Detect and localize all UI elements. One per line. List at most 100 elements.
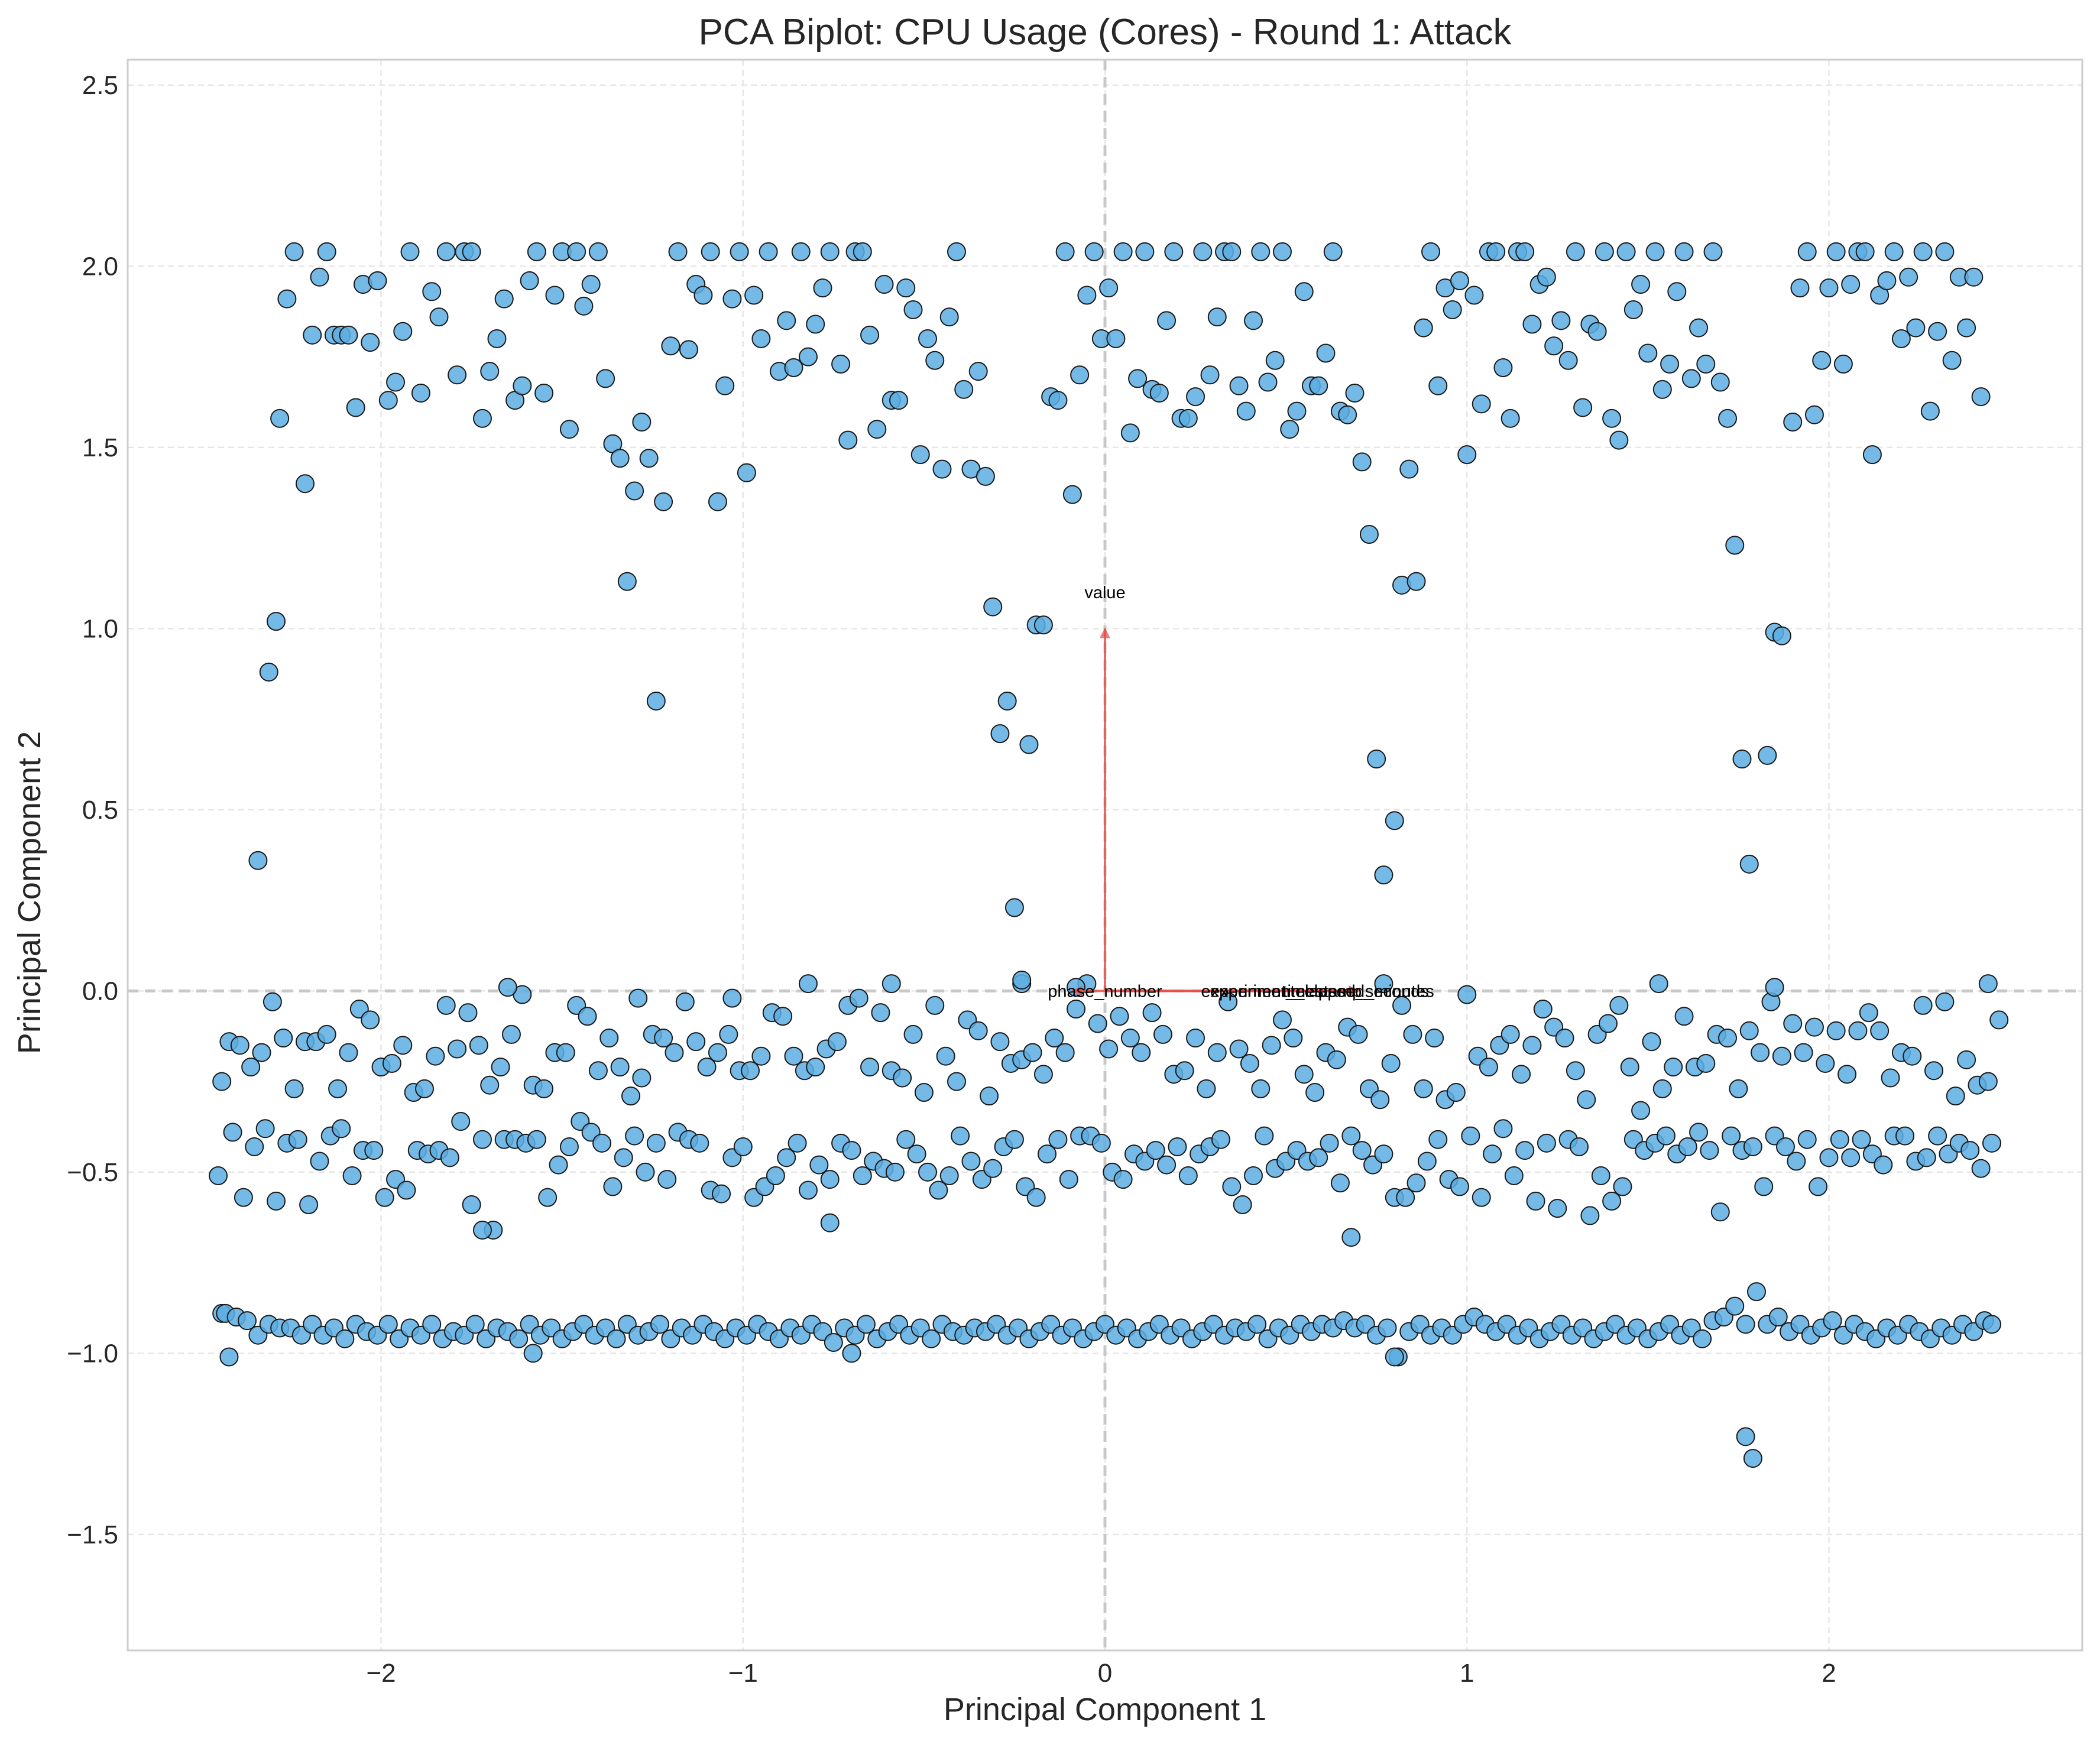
scatter-point (1251, 242, 1271, 261)
scatter-point (1033, 615, 1053, 635)
scatter-point (784, 1046, 803, 1066)
scatter-point (1457, 985, 1477, 1004)
scatter-point (1233, 1195, 1252, 1215)
scatter-point (1229, 376, 1249, 395)
scatter-point (472, 1220, 492, 1240)
scatter-point (614, 1148, 633, 1167)
scatter-point (636, 1162, 655, 1182)
scatter-point (831, 354, 851, 374)
scatter-point (1602, 1191, 1622, 1211)
scatter-point (853, 1166, 872, 1185)
scatter-point (1106, 329, 1126, 348)
scatter-point (1729, 1079, 1748, 1098)
scatter-point (1725, 536, 1745, 555)
scatter-point (914, 1083, 934, 1102)
scatter-point (1428, 1130, 1448, 1149)
scatter-point (968, 362, 988, 381)
scatter-point (1616, 242, 1636, 261)
scatter-point (1848, 1021, 1868, 1040)
scatter-point (1783, 1014, 1803, 1033)
scatter-point (675, 992, 695, 1011)
scatter-point (567, 242, 586, 261)
scatter-point (574, 296, 594, 316)
scatter-point (255, 1119, 275, 1139)
loading-label: value (1084, 583, 1125, 602)
scatter-point (1132, 1043, 1151, 1062)
scatter-point (299, 1195, 319, 1215)
scatter-point (1971, 387, 1991, 407)
scatter-point (1960, 1141, 1980, 1160)
scatter-point (1207, 1043, 1227, 1062)
scatter-point (1309, 1148, 1328, 1167)
scatter-point (639, 449, 659, 468)
scatter-point (1797, 1130, 1817, 1149)
scatter-point (1862, 445, 1882, 465)
scatter-point (1515, 1141, 1535, 1160)
scatter-point (1609, 430, 1629, 450)
scatter-point (1033, 1065, 1053, 1084)
scatter-point (1501, 1024, 1520, 1044)
scatter-point (777, 1148, 796, 1167)
scatter-point (1812, 351, 1832, 370)
scatter-point (842, 1344, 861, 1363)
scatter-point (1787, 1152, 1806, 1171)
scatter-point (1077, 286, 1097, 305)
scatter-point (1088, 1014, 1107, 1033)
scatter-point (1747, 1282, 1766, 1302)
scatter-point (1823, 1311, 1842, 1331)
scatter-point (1019, 735, 1039, 754)
scatter-point (983, 597, 1003, 617)
scatter-point (599, 1029, 619, 1048)
scatter-point (925, 995, 945, 1015)
scatter-point (947, 1072, 966, 1091)
scatter-point (277, 289, 297, 309)
scatter-point (690, 1133, 709, 1153)
scatter-point (1272, 242, 1292, 261)
scatter-point (1157, 1155, 1177, 1175)
scatter-point (1838, 1065, 1857, 1084)
scatter-point (426, 1046, 445, 1066)
scatter-point (1725, 1296, 1745, 1316)
scatter-point (1595, 242, 1614, 261)
scatter-point (1084, 242, 1104, 261)
scatter-point (1113, 1170, 1133, 1189)
scatter-point (932, 459, 952, 479)
scatter-point (1613, 1177, 1632, 1196)
scatter-point (1341, 1228, 1361, 1247)
scatter-point (1696, 1053, 1716, 1073)
scatter-point (1754, 1177, 1774, 1196)
scatter-point (1841, 1148, 1861, 1167)
scatter-point (903, 1024, 923, 1044)
scatter-point (588, 1061, 608, 1081)
scatter-point (1718, 408, 1738, 428)
scatter-point (1526, 1191, 1545, 1211)
scatter-point (1928, 1126, 1947, 1146)
scatter-point (1775, 1137, 1795, 1156)
scatter-point (1457, 445, 1477, 465)
scatter-point (1884, 242, 1904, 261)
scatter-point (1855, 242, 1875, 261)
scatter-point (1262, 1036, 1281, 1055)
scatter-point (889, 391, 909, 410)
scatter-point (737, 463, 756, 482)
scatter-point (1501, 408, 1520, 428)
scatter-point (741, 1061, 760, 1081)
scatter-point (317, 1024, 336, 1044)
scatter-point (429, 307, 449, 327)
scatter-point (654, 492, 673, 511)
scatter-point (375, 1188, 394, 1207)
loading-label: experiment_elapsed_minutes (1210, 982, 1434, 1001)
scatter-point (465, 1315, 485, 1334)
scatter-point (976, 466, 995, 486)
scatter-point (534, 383, 554, 403)
scatter-point (842, 1141, 861, 1160)
scatter-point (1681, 369, 1701, 388)
scatter-point (798, 974, 818, 994)
scatter-point (267, 612, 286, 631)
scatter-point (603, 1177, 623, 1196)
scatter-point (596, 369, 615, 388)
scatter-point (1247, 1315, 1267, 1334)
scatter-point (1566, 242, 1585, 261)
scatter-point (1120, 423, 1140, 443)
scatter-point (1982, 1315, 2001, 1334)
